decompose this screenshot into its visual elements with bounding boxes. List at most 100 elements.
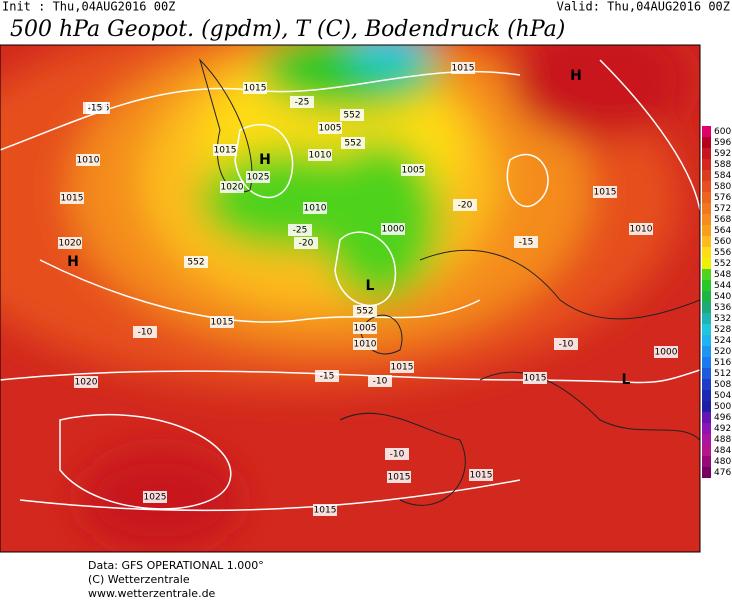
map: 10151015-251005-1510055521010552H1015102… [0, 45, 700, 552]
colorbar-swatch [702, 148, 711, 159]
contour-label: -15 [88, 104, 103, 114]
map-label-box [514, 236, 538, 248]
colorbar-swatch [702, 280, 711, 291]
contour-label: 1015 [594, 188, 617, 198]
colorbar-swatch [702, 335, 711, 346]
map-label-box [288, 224, 312, 236]
colorbar-swatch [702, 291, 711, 302]
map-label-box [308, 149, 332, 161]
contour-label: 1015 [211, 318, 234, 328]
colorbar-label: 524 [714, 336, 731, 346]
colorbar-label: 544 [714, 281, 731, 291]
colorbar-swatch [702, 170, 711, 181]
colorbar-swatch [702, 214, 711, 225]
map-label-box [368, 375, 392, 387]
pressure-center: H [67, 254, 79, 270]
contour-label: 1015 [244, 84, 267, 94]
map-label-box [213, 144, 237, 156]
colorbar-swatch [702, 346, 711, 357]
map-label-box [294, 237, 318, 249]
footer-copyright: (C) Wetterzentrale [88, 573, 190, 586]
contour-label: 1025 [144, 493, 167, 503]
map-label-box [184, 256, 208, 268]
contour-label: 1010 [304, 204, 327, 214]
colorbar-label: 592 [714, 149, 731, 159]
contour-label: -20 [458, 201, 473, 211]
contour-label: 1005 [319, 124, 342, 134]
contour-label: 1020 [75, 378, 98, 388]
colorbar-swatch [702, 181, 711, 192]
colorbar-label: 500 [714, 402, 731, 412]
colorbar-swatch [702, 203, 711, 214]
contour-label: 1015 [470, 471, 493, 481]
map-label-box [318, 122, 342, 134]
map-label-box [453, 199, 477, 211]
colorbar-label: 536 [714, 303, 731, 313]
contour-label: 1010 [630, 225, 653, 235]
map-label-box [554, 338, 578, 350]
contour-label: 1010 [77, 156, 100, 166]
colorbar-label: 580 [714, 182, 731, 192]
colorbar-label: 600 [714, 127, 731, 137]
map-label-box [60, 192, 84, 204]
colorbar-label: 588 [714, 160, 731, 170]
contour-label: -20 [299, 239, 314, 249]
map-label-box [381, 223, 405, 235]
contour-label: -10 [559, 340, 574, 350]
map-label-box [243, 82, 267, 94]
contour-label: -10 [390, 450, 405, 460]
colorbar-label: 512 [714, 369, 731, 379]
colorbar-swatch [702, 467, 711, 478]
map-label-box [315, 370, 339, 382]
colorbar-swatch [702, 379, 711, 390]
colorbar-label: 596 [714, 138, 731, 148]
colorbar-swatch [702, 412, 711, 423]
colorbar-label: 496 [714, 413, 731, 423]
pressure-center: H [570, 68, 582, 84]
map-label-box [523, 372, 547, 384]
colorbar-label: 488 [714, 435, 731, 445]
map-label-box [210, 316, 234, 328]
contour-label: -10 [138, 328, 153, 338]
colorbar-label: 568 [714, 215, 731, 225]
map-label-box [353, 338, 377, 350]
colorbar: 6005965925885845805765725685645605565525… [702, 126, 731, 478]
contour-label: 1015 [314, 506, 337, 516]
colorbar-label: 560 [714, 237, 731, 247]
contour-label: 1000 [655, 348, 678, 358]
colorbar-label: 532 [714, 314, 731, 324]
map-label-box [246, 171, 270, 183]
colorbar-swatch [702, 456, 711, 467]
contour-label: 1005 [354, 324, 377, 334]
colorbar-swatch [702, 423, 711, 434]
colorbar-label: 508 [714, 380, 731, 390]
colorbar-swatch [702, 192, 711, 203]
contour-label: -10 [373, 377, 388, 387]
colorbar-label: 572 [714, 204, 731, 214]
map-label-box [76, 154, 100, 166]
contour-label: 1015 [391, 363, 414, 373]
title: 500 hPa Geopot. (gpdm), T (C), Bodendruc… [10, 17, 565, 42]
colorbar-label: 584 [714, 171, 731, 181]
pressure-center: H [259, 152, 271, 168]
colorbar-swatch [702, 368, 711, 379]
contour-label: 1005 [402, 166, 425, 176]
pressure-center: L [622, 372, 631, 388]
colorbar-swatch [702, 225, 711, 236]
colorbar-swatch [702, 324, 711, 335]
colorbar-swatch [702, 401, 711, 412]
contour-label: 1015 [61, 194, 84, 204]
map-label-box [353, 322, 377, 334]
colorbar-swatch [702, 357, 711, 368]
contour-label: 1025 [247, 173, 270, 183]
map-label-box [74, 376, 98, 388]
contour-label: -25 [293, 226, 308, 236]
footer-url: www.wetterzentrale.de [88, 587, 216, 600]
map-label-box [143, 491, 167, 503]
map-label-box [451, 62, 475, 74]
contour-label: -15 [519, 238, 534, 248]
colorbar-label: 520 [714, 347, 731, 357]
colorbar-label: 552 [714, 259, 731, 269]
init-text: Init : Thu,04AUG2016 00Z [2, 0, 175, 14]
